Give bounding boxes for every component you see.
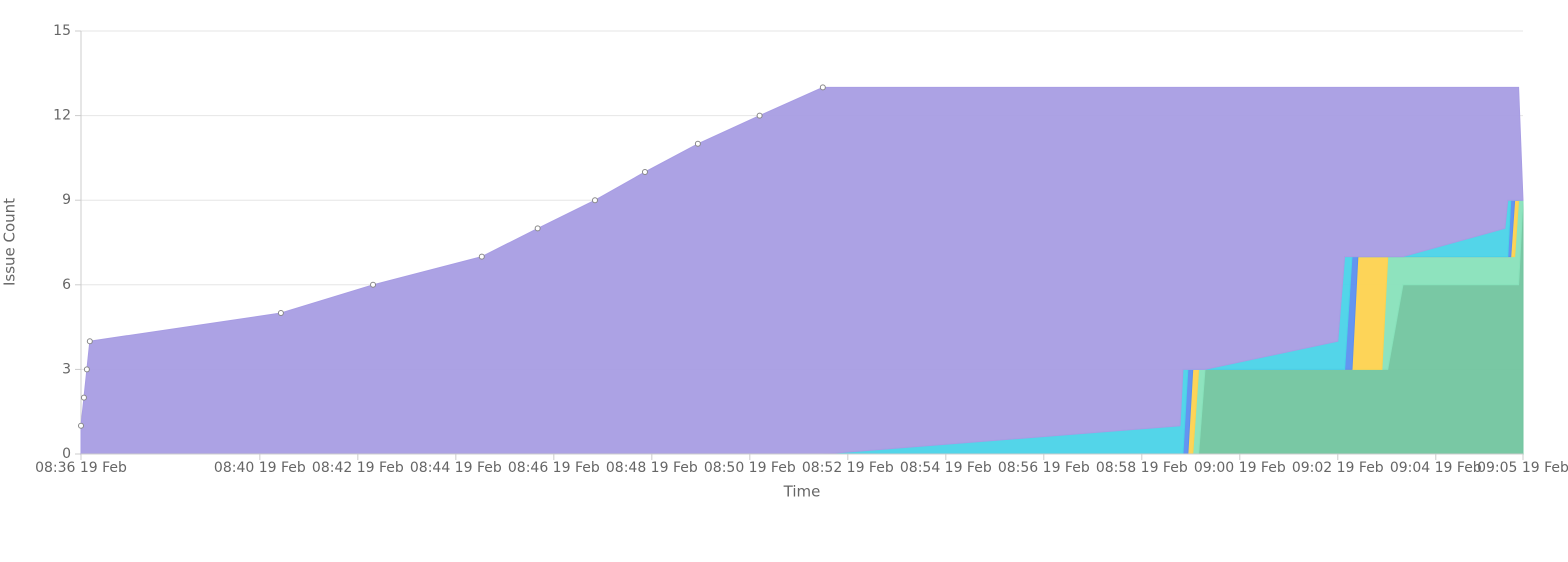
point [370,281,377,288]
x-tick-label: 08:48 19 Feb [606,460,698,476]
y-tick-label: 0 [62,446,71,462]
point [641,169,648,175]
point [78,422,84,429]
x-tick-label: 09:04 19 Feb [1390,460,1482,476]
point [756,112,763,119]
y-tick-label: 3 [62,361,71,377]
point [83,366,90,373]
point [694,140,701,147]
y-tick-label: 12 [53,108,71,124]
x-tick-label: 08:52 19 Feb [802,460,894,476]
x-tick-label: 08:58 19 Feb [1096,460,1188,476]
point [478,253,485,260]
y-tick-label: 15 [53,23,71,39]
x-tick-label: 08:56 19 Feb [998,460,1090,476]
point [591,197,598,204]
point [86,338,93,345]
x-tick-label: 08:36 19 Feb [35,460,127,476]
x-axis-label: Time [783,483,821,501]
x-tick-label: 09:00 19 Feb [1194,460,1286,476]
point [277,310,284,316]
x-tick-label: 08:40 19 Feb [214,460,306,476]
y-tick-label: 6 [62,277,71,293]
y-tick-label: 9 [62,192,71,208]
x-tick-label: 09:02 19 Feb [1292,460,1384,476]
x-tick-label: 08:42 19 Feb [312,460,404,476]
point [819,84,826,91]
x-tick-label: 08:50 19 Feb [704,460,796,476]
point [534,225,541,232]
point [80,394,87,401]
x-tick-label: 08:54 19 Feb [900,460,992,476]
x-tick-label: 09:05 19 Feb [1477,460,1568,476]
x-tick-label: 08:46 19 Feb [508,460,600,476]
y-axis-label: Issue Count [1,198,19,286]
x-tick-label: 08:44 19 Feb [410,460,502,476]
